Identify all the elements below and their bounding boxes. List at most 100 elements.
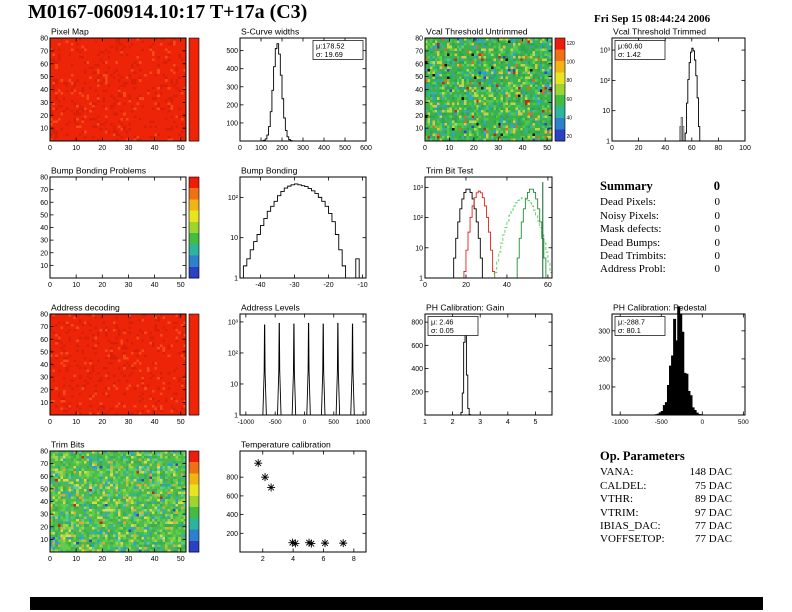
svg-text:120: 120 — [567, 41, 576, 47]
param-row: VANA: 148 DAC — [600, 466, 732, 479]
svg-text:σ: 1.42: σ: 1.42 — [618, 50, 641, 59]
svg-text:μ:178.52: μ:178.52 — [316, 42, 345, 51]
summary-row: Dead Pixels: 0 — [600, 196, 720, 209]
summary-row: Address Probl: 0 — [600, 263, 720, 276]
svg-text:50: 50 — [177, 145, 185, 152]
svg-text:σ: 19.69: σ: 19.69 — [316, 50, 343, 59]
svg-text:Vcal Threshold Untrimmed: Vcal Threshold Untrimmed — [426, 27, 528, 37]
svg-text:60: 60 — [40, 61, 48, 68]
svg-text:10: 10 — [446, 145, 454, 152]
param-row: CALDEL: 75 DAC — [600, 479, 732, 492]
svg-text:Trim Bit Test: Trim Bit Test — [426, 166, 474, 176]
svg-text:60: 60 — [567, 97, 573, 103]
svg-text:40: 40 — [415, 87, 423, 94]
svg-text:80: 80 — [415, 36, 423, 43]
svg-text:Bump Bonding: Bump Bonding — [241, 166, 298, 176]
op-parameters-panel: Op. Parameters VANA: 148 DAC CALDEL: 75 DA… — [600, 449, 732, 547]
param-row: VTRIM: 97 DAC — [600, 506, 732, 519]
summary-panel: Summary 0 Dead Pixels: 0 Noisy Pixels: 0 M… — [600, 179, 720, 277]
svg-text:80: 80 — [567, 78, 573, 84]
svg-text:40: 40 — [503, 282, 511, 289]
svg-text:60: 60 — [40, 200, 48, 207]
svg-text:30: 30 — [40, 100, 48, 107]
svg-text:20: 20 — [98, 282, 106, 289]
svg-text:80: 80 — [715, 145, 723, 152]
svg-text:500: 500 — [339, 145, 351, 152]
svg-text:S-Curve widths: S-Curve widths — [241, 27, 299, 37]
svg-text:50: 50 — [40, 212, 48, 219]
svg-text:10²: 10² — [413, 215, 424, 222]
svg-text:100: 100 — [255, 145, 267, 152]
svg-text:10: 10 — [72, 282, 80, 289]
svg-text:10: 10 — [602, 108, 610, 115]
svg-text:40: 40 — [151, 145, 159, 152]
bottom-black-bar — [30, 597, 763, 610]
svg-text:10: 10 — [72, 145, 80, 152]
svg-text:50: 50 — [415, 74, 423, 81]
svg-text:60: 60 — [544, 282, 552, 289]
svg-text:20: 20 — [470, 145, 478, 152]
svg-text:1: 1 — [419, 276, 423, 283]
svg-text:60: 60 — [688, 145, 696, 152]
bump-bonding: -40 -30 -20 -10 1 10 10² Bump Bonding — [228, 166, 368, 290]
svg-text:50: 50 — [40, 74, 48, 81]
summary-row: Dead Trimbits: 0 — [600, 250, 720, 263]
svg-text:500: 500 — [226, 48, 238, 55]
trim-bit-test: 0 20 40 60 1 10 10² 10³ Trim Bit Test — [413, 166, 553, 289]
svg-text:20: 20 — [635, 145, 643, 152]
op-parameters-title: Op. Parameters — [600, 449, 685, 463]
summary-total: 0 — [713, 179, 720, 193]
svg-text:-10: -10 — [358, 282, 368, 289]
svg-text:20: 20 — [415, 113, 423, 120]
svg-text:200: 200 — [276, 145, 288, 152]
svg-text:20: 20 — [40, 113, 48, 120]
summary-title: Summary — [600, 179, 653, 193]
svg-text:10³: 10³ — [413, 185, 424, 192]
svg-text:40: 40 — [519, 145, 527, 152]
svg-text:0: 0 — [423, 145, 427, 152]
svg-text:-20: -20 — [323, 282, 333, 289]
svg-text:20: 20 — [40, 250, 48, 257]
svg-text:50: 50 — [543, 145, 551, 152]
scurve-widths: 0 100 200 300 400 500 600 100 200 300 400 500 S-Curv… — [226, 27, 372, 153]
svg-text:20: 20 — [462, 282, 470, 289]
svg-text:10²: 10² — [600, 78, 611, 85]
vcal-threshold-trimmed: 0 20 40 60 80 100 1 10 10² 10³ Vcal Threshold Trim… — [600, 27, 751, 153]
svg-text:100: 100 — [739, 145, 751, 152]
svg-text:30: 30 — [40, 238, 48, 245]
svg-text:10²: 10² — [228, 195, 239, 202]
svg-text:Vcal Threshold Trimmed: Vcal Threshold Trimmed — [613, 27, 706, 37]
svg-text:0: 0 — [48, 145, 52, 152]
summary-row: Mask defects: 0 — [600, 223, 720, 236]
svg-text:Bump Bonding Problems: Bump Bonding Problems — [51, 166, 146, 176]
svg-text:20: 20 — [98, 145, 106, 152]
svg-text:10: 10 — [415, 126, 423, 133]
svg-text:0: 0 — [238, 145, 242, 152]
svg-text:50: 50 — [177, 282, 185, 289]
svg-text:-30: -30 — [289, 282, 299, 289]
svg-text:40: 40 — [567, 115, 573, 121]
svg-text:10: 10 — [415, 245, 423, 252]
svg-text:10: 10 — [40, 263, 48, 270]
svg-text:300: 300 — [297, 145, 309, 152]
svg-text:200: 200 — [226, 102, 238, 109]
svg-text:30: 30 — [494, 145, 502, 152]
svg-text:10³: 10³ — [600, 48, 611, 55]
svg-text:0: 0 — [423, 282, 427, 289]
svg-text:30: 30 — [125, 145, 133, 152]
svg-text:1: 1 — [234, 276, 238, 283]
param-row: IBIAS_DAC: 77 DAC — [600, 520, 732, 533]
svg-text:0: 0 — [48, 282, 52, 289]
svg-text:0: 0 — [610, 145, 614, 152]
svg-text:-40: -40 — [255, 282, 265, 289]
timestamp: Fri Sep 15 08:44:24 2006 — [594, 13, 711, 25]
